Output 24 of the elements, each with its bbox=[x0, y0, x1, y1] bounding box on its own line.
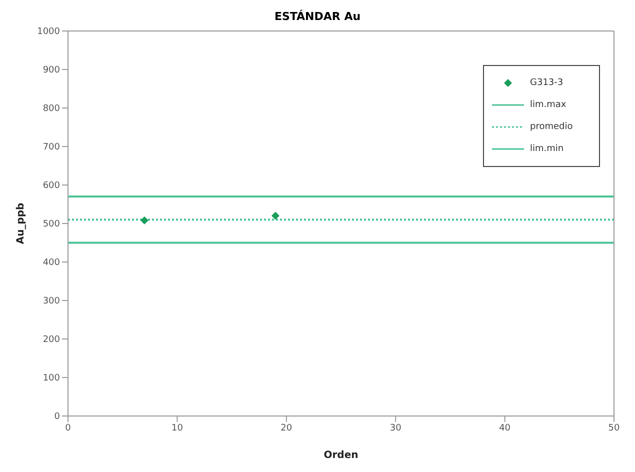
x-tick-label: 0 bbox=[65, 423, 72, 434]
y-tick-label: 700 bbox=[42, 142, 60, 153]
x-tick-label: 10 bbox=[171, 423, 184, 434]
x-tick-label: 40 bbox=[499, 423, 511, 434]
legend-label: lim.max bbox=[530, 100, 566, 110]
y-tick-label: 300 bbox=[42, 296, 60, 307]
y-tick-label: 500 bbox=[42, 220, 60, 230]
y-tick-label: 200 bbox=[42, 335, 60, 346]
legend-label: G313-3 bbox=[530, 78, 564, 88]
y-tick-label: 100 bbox=[42, 374, 60, 384]
y-tick-label: 0 bbox=[54, 412, 60, 422]
x-tick-label: 50 bbox=[608, 423, 620, 434]
y-tick-label: 1000 bbox=[37, 27, 60, 38]
y-tick-label: 900 bbox=[42, 66, 60, 76]
y-tick-label: 800 bbox=[42, 104, 60, 114]
x-tick-label: 20 bbox=[280, 423, 292, 434]
y-tick-label: 400 bbox=[42, 258, 60, 268]
y-axis-title: Au_ppb bbox=[16, 202, 27, 244]
legend-label: lim.min bbox=[530, 144, 564, 154]
legend-label: promedio bbox=[530, 122, 573, 132]
chart-title: ESTÁNDAR Au bbox=[273, 8, 362, 25]
x-axis-title: Orden bbox=[324, 450, 358, 461]
x-tick-label: 30 bbox=[390, 423, 402, 434]
y-tick-label: 600 bbox=[42, 181, 60, 192]
